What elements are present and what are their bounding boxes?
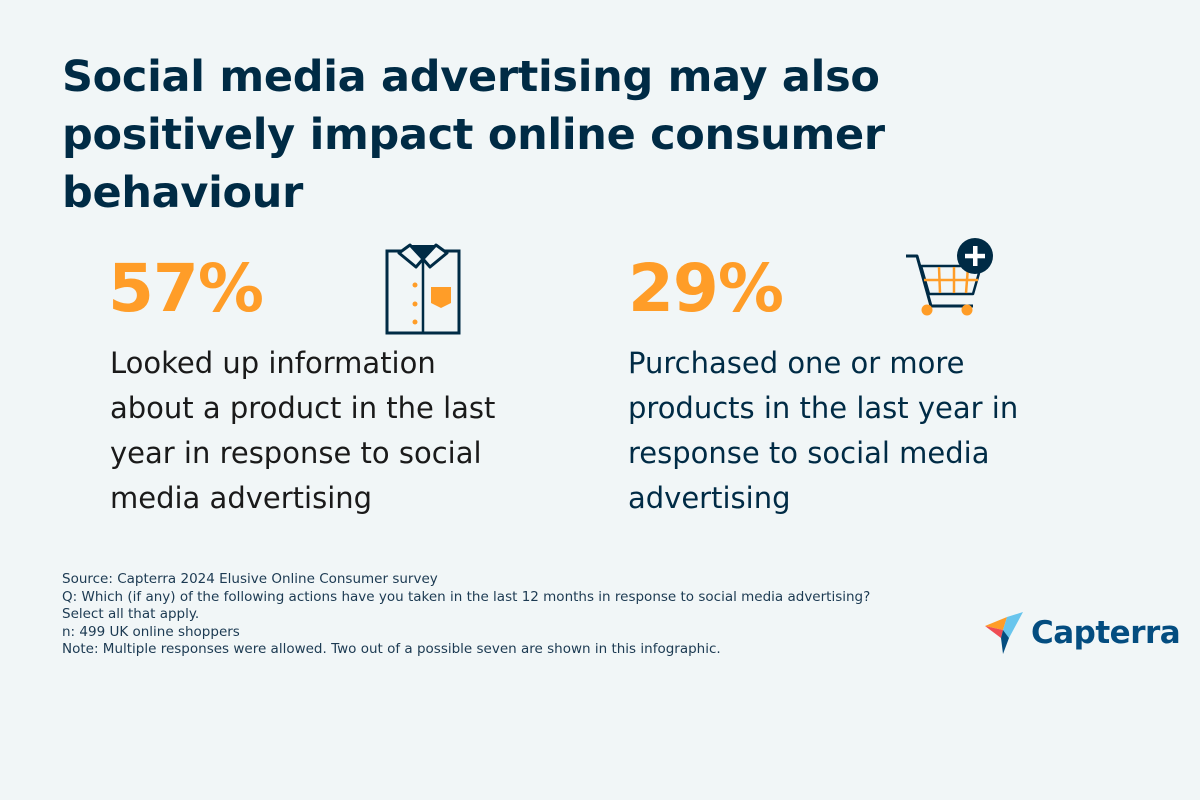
page-title: Social media advertising may also positi… — [62, 52, 885, 218]
capterra-logo: Capterra — [985, 612, 1181, 654]
stat-percent: 57% — [108, 250, 264, 327]
capterra-logo-text: Capterra — [1031, 615, 1181, 651]
source-note: Source: Capterra 2024 Elusive Online Con… — [62, 571, 438, 587]
cart-plus-icon — [903, 236, 995, 322]
multiple-response-note: Note: Multiple responses were allowed. T… — [62, 641, 721, 657]
capterra-logo-icon — [985, 612, 1023, 654]
sample-size-note: n: 499 UK online shoppers — [62, 623, 240, 640]
instruction-note: Select all that apply. — [62, 606, 200, 622]
footnotes: Source: Capterra 2024 Elusive Online Con… — [62, 571, 870, 659]
stat-description: Looked up information about a product in… — [110, 346, 496, 515]
stat-percent: 29% — [628, 250, 784, 327]
shirt-icon — [385, 243, 461, 339]
question-note: Q: Which (if any) of the following actio… — [62, 588, 871, 605]
stat-description: Purchased one or more products in the la… — [628, 346, 1019, 515]
